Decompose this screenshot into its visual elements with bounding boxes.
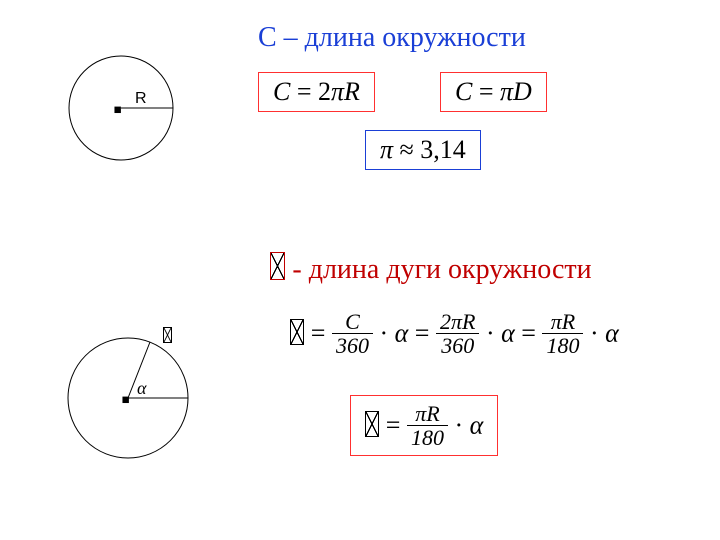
- formula-arc-final: = πR180 · α: [350, 395, 498, 456]
- radius-label: R: [135, 90, 147, 108]
- diagram-circle-radius: ▪ R: [55, 48, 195, 178]
- formula-c-piD: C = πD: [440, 72, 547, 112]
- title-circumference: С – длина окружности: [258, 22, 526, 54]
- alpha-label: α: [137, 378, 146, 399]
- formula-c-2piR: C = 2πR: [258, 72, 375, 112]
- placeholder-icon: [270, 252, 285, 280]
- formula-pi-approx: π ≈ 3,14: [365, 130, 481, 170]
- circle-arc-svg: [55, 320, 215, 480]
- diagram-circle-arc: ▪ α: [55, 320, 215, 480]
- arc-length-symbol: [163, 326, 172, 347]
- formula-arc-chain: = C360 · α = 2πR360 · α = πR180 · α: [290, 310, 619, 357]
- title-arc-length: - длина дуги окружности: [270, 250, 592, 286]
- circle-radius-svg: [55, 48, 195, 178]
